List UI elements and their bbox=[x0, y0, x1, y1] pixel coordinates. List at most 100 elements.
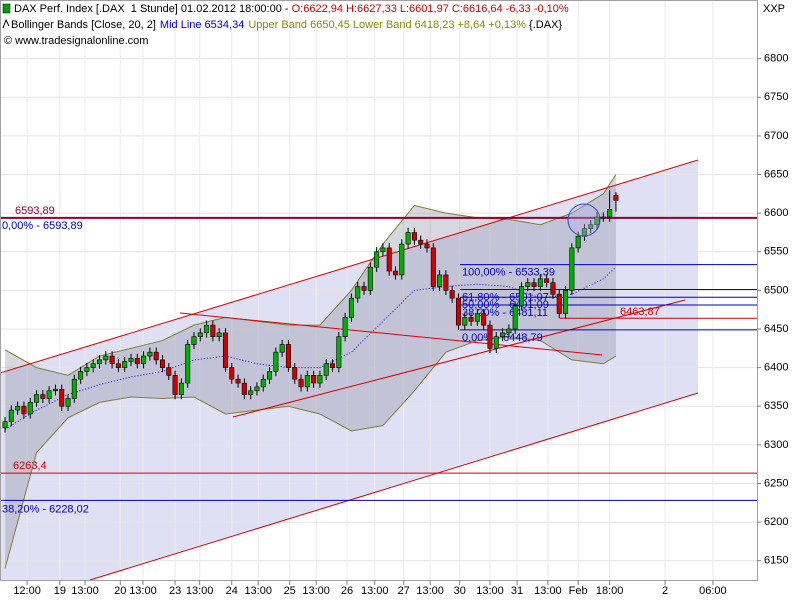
candle-body bbox=[386, 247, 392, 272]
x-tick-label: 13:00 bbox=[129, 585, 157, 597]
candle-body bbox=[2, 421, 8, 429]
candle-body bbox=[97, 359, 103, 365]
candle-body bbox=[600, 216, 606, 219]
candle-body bbox=[512, 305, 518, 330]
candle-body bbox=[594, 216, 600, 226]
candle-body bbox=[588, 224, 594, 229]
y-tick-label: 6150 bbox=[764, 555, 788, 567]
candle-body bbox=[430, 247, 436, 287]
x-tick-label: 31 bbox=[511, 585, 523, 597]
y-tick-label: 6350 bbox=[764, 400, 788, 412]
candle-body bbox=[8, 409, 14, 422]
candle-body bbox=[109, 355, 115, 365]
candle-body bbox=[15, 405, 21, 411]
candle-body bbox=[40, 394, 46, 399]
y-tick-label: 6500 bbox=[764, 284, 788, 296]
candle-body bbox=[279, 344, 285, 353]
candle-body bbox=[380, 247, 386, 253]
candle-body bbox=[355, 286, 361, 299]
indicator-label: Bollinger Bands [Close, 20, 2] bbox=[11, 19, 156, 31]
candle-body bbox=[197, 332, 203, 338]
candle-body bbox=[361, 286, 367, 291]
candle-body bbox=[474, 313, 480, 322]
x-tick-label: 06:00 bbox=[699, 585, 727, 597]
candle-body bbox=[267, 371, 273, 380]
trend-line bbox=[232, 299, 686, 418]
candle-body bbox=[518, 286, 524, 307]
mid-label: Mid Line 6534,34 bbox=[160, 19, 244, 31]
candle-body bbox=[153, 351, 159, 361]
candle-body bbox=[537, 278, 543, 287]
level-label: 100,00% - 6533,39 bbox=[462, 267, 555, 279]
candle-body bbox=[563, 290, 569, 314]
candle-body bbox=[84, 367, 90, 372]
candle-body bbox=[222, 332, 228, 368]
x-tick-label: 12:00 bbox=[13, 585, 41, 597]
candle-body bbox=[304, 375, 310, 388]
candle-body bbox=[122, 361, 128, 368]
x-tick-label: 25 bbox=[284, 585, 296, 597]
candles bbox=[2, 189, 619, 433]
candle-body bbox=[260, 378, 266, 388]
candle-body bbox=[90, 363, 96, 368]
lower-band bbox=[4, 336, 617, 569]
axis-id: XXP bbox=[763, 3, 785, 15]
candle-body bbox=[506, 328, 512, 334]
candle-body bbox=[493, 336, 499, 349]
drawings bbox=[0, 159, 699, 581]
y-tick-label: 6200 bbox=[764, 516, 788, 528]
candle-body bbox=[367, 266, 373, 291]
candle-body bbox=[59, 388, 65, 407]
x-tick-label: 26 bbox=[341, 585, 353, 597]
candle-body bbox=[241, 382, 247, 395]
x-tick-label: Feb bbox=[569, 585, 588, 597]
symbol-label: {.DAX} bbox=[526, 19, 562, 31]
candle-body bbox=[172, 375, 178, 395]
y-tick-label: 6300 bbox=[764, 439, 788, 451]
candle-body bbox=[500, 332, 506, 338]
candle-body bbox=[323, 363, 329, 376]
candle-body bbox=[27, 402, 33, 415]
x-tick-label: 13:00 bbox=[71, 585, 99, 597]
candle-body bbox=[204, 324, 210, 334]
candle-body bbox=[575, 236, 581, 249]
icon bbox=[2, 3, 11, 14]
candle-body bbox=[462, 317, 468, 326]
candle-body bbox=[34, 394, 40, 403]
candle-body bbox=[65, 398, 71, 407]
candle-body bbox=[348, 297, 354, 318]
candle-body bbox=[531, 282, 537, 287]
candle-body bbox=[330, 363, 336, 368]
candle-body bbox=[544, 278, 550, 283]
x-tick-label: 27 bbox=[398, 585, 410, 597]
upper-band bbox=[4, 174, 617, 376]
candle-body bbox=[52, 388, 58, 392]
candle-body bbox=[455, 297, 461, 326]
candle-body bbox=[411, 232, 417, 241]
x-tick-label: 2 bbox=[662, 585, 668, 597]
x-tick-label: 30 bbox=[454, 585, 466, 597]
candle-body bbox=[178, 382, 184, 395]
candle-body bbox=[399, 243, 405, 276]
candle-body bbox=[550, 282, 556, 295]
level-label: 38,20% - 6228,02 bbox=[2, 503, 89, 515]
x-tick-label: 13:00 bbox=[186, 585, 214, 597]
x-tick-label: 13:00 bbox=[416, 585, 444, 597]
x-tick-label: 24 bbox=[226, 585, 238, 597]
candle-body bbox=[374, 251, 380, 268]
ohlc-label: O:6622,94 H:6627,33 L:6601,97 C:6616,64 … bbox=[292, 3, 569, 15]
candle-body bbox=[311, 375, 317, 384]
level-label: 0,00% - 6593,89 bbox=[2, 220, 83, 232]
candle-body bbox=[525, 282, 531, 287]
candle-body bbox=[248, 390, 254, 395]
candle-body bbox=[449, 290, 455, 299]
icon bbox=[2, 18, 10, 29]
header-line: Bollinger Bands [Close, 20, 2] Mid Line 6… bbox=[11, 19, 562, 31]
x-tick-label: 13:00 bbox=[244, 585, 272, 597]
candle-body bbox=[424, 243, 430, 249]
candle-body bbox=[556, 293, 562, 314]
candle-body bbox=[342, 317, 348, 338]
candle-body bbox=[285, 344, 291, 368]
candle-body bbox=[191, 336, 197, 345]
